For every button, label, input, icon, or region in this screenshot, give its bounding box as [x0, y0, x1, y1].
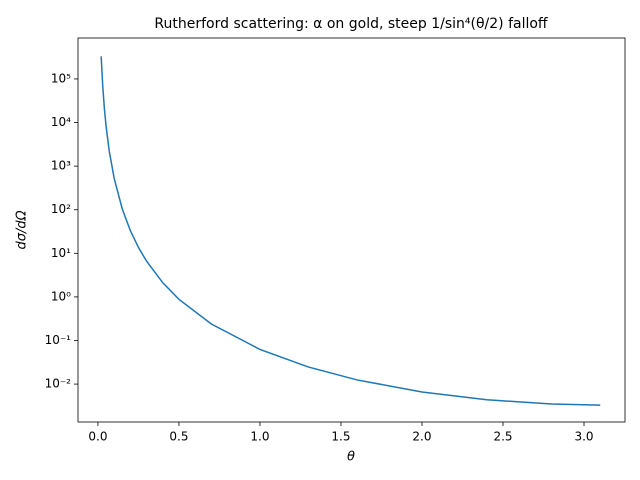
- y-tick-label: 10²: [51, 202, 71, 216]
- y-tick-label: 10⁴: [51, 115, 71, 129]
- y-axis-label: dσ/dΩ: [15, 210, 30, 249]
- y-tick-label: 10⁻²: [45, 377, 72, 391]
- y-tick-label: 10¹: [51, 246, 71, 260]
- x-tick-label: 2.5: [493, 430, 512, 444]
- x-tick-label: 2.0: [412, 430, 431, 444]
- y-tick-label: 10⁵: [51, 71, 71, 85]
- x-tick-label: 3.0: [574, 430, 593, 444]
- x-tick-label: 0.0: [88, 430, 107, 444]
- plot-frame: [77, 37, 626, 423]
- x-tick-label: 0.5: [169, 430, 188, 444]
- x-tick-label: 1.0: [250, 430, 269, 444]
- x-tick-label: 1.5: [331, 430, 350, 444]
- chart-title: Rutherford scattering: α on gold, steep …: [154, 16, 548, 32]
- y-tick-label: 10³: [51, 159, 71, 173]
- data-line: [100, 56, 601, 406]
- y-tick-label: 10⁰: [51, 289, 71, 303]
- y-tick-label: 10⁻¹: [45, 333, 72, 347]
- x-axis-label: θ: [347, 450, 355, 465]
